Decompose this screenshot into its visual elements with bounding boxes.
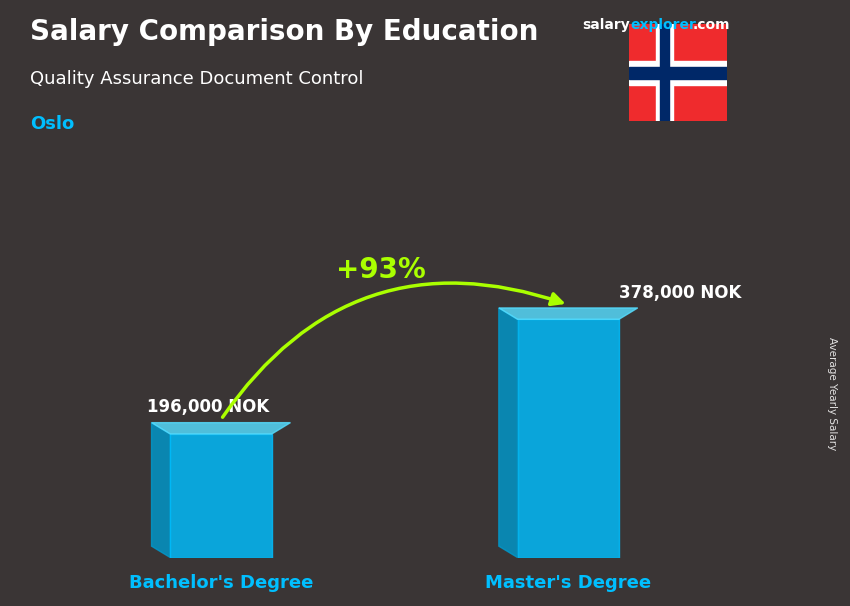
Polygon shape — [151, 422, 170, 558]
Polygon shape — [170, 434, 272, 558]
Bar — [629, 61, 727, 85]
Bar — [629, 67, 727, 79]
Text: salary: salary — [582, 18, 630, 32]
Text: Average Yearly Salary: Average Yearly Salary — [827, 338, 837, 450]
Text: Quality Assurance Document Control: Quality Assurance Document Control — [30, 70, 363, 88]
Text: .com: .com — [693, 18, 730, 32]
Polygon shape — [518, 319, 619, 558]
Text: explorer: explorer — [631, 18, 697, 32]
Text: 378,000 NOK: 378,000 NOK — [620, 284, 742, 302]
Polygon shape — [499, 308, 518, 558]
Polygon shape — [499, 308, 638, 319]
Text: +93%: +93% — [337, 256, 426, 284]
Text: Oslo: Oslo — [30, 115, 74, 133]
Text: 196,000 NOK: 196,000 NOK — [146, 398, 269, 416]
Bar — [660, 24, 669, 121]
Bar — [655, 24, 673, 121]
Polygon shape — [151, 422, 291, 434]
Text: Salary Comparison By Education: Salary Comparison By Education — [30, 18, 538, 46]
